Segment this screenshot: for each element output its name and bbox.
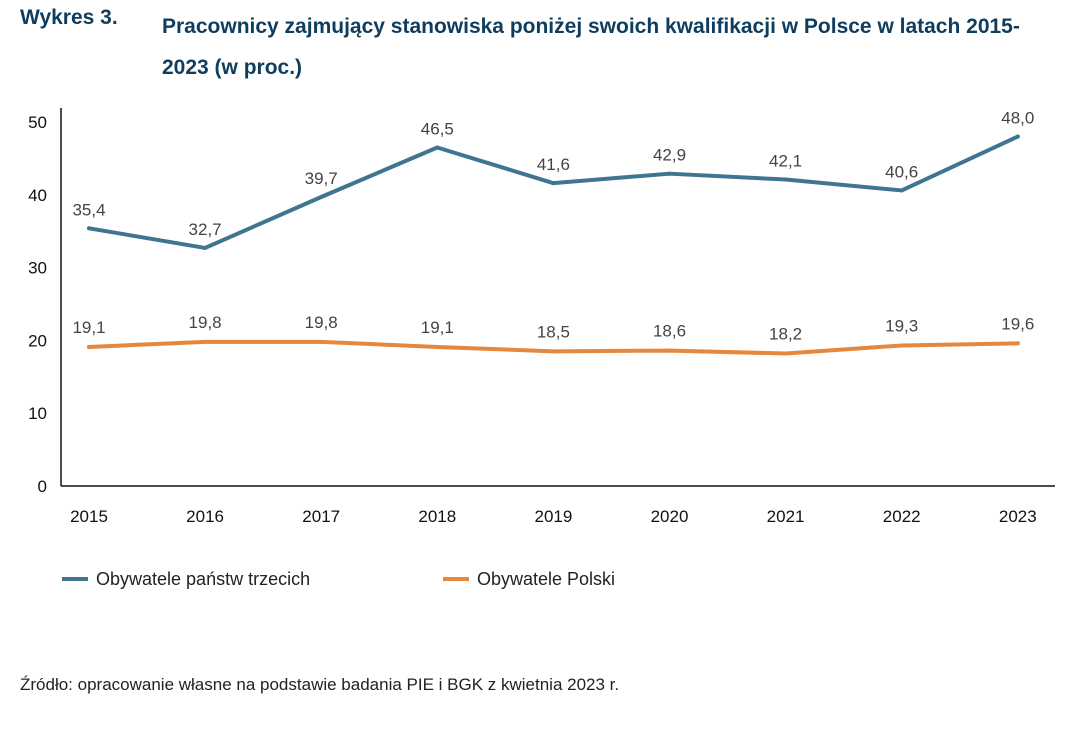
x-tick-label: 2020	[651, 507, 689, 526]
axes: 0 10 20 30 40 50 2015 2016 2017 2018 2019 2020 2021 2…	[28, 108, 1055, 526]
data-point	[319, 194, 324, 199]
data-point	[87, 226, 91, 231]
data-point	[551, 181, 556, 186]
x-tick-label: 2018	[418, 507, 456, 526]
data-label: 40,6	[885, 162, 918, 181]
legend-label: Obywatele państw trzecich	[96, 569, 310, 589]
series-group: 35,4 32,7 39,7 46,5 41,6 42,9 42,1 40,6 48,0 19,1…	[72, 109, 1034, 356]
data-label: 19,1	[72, 318, 105, 337]
data-point	[667, 348, 672, 353]
data-label: 19,8	[189, 313, 222, 332]
y-tick-label: 50	[28, 113, 47, 132]
data-point	[435, 344, 440, 349]
data-label: 18,5	[537, 322, 570, 341]
data-label: 18,2	[769, 325, 802, 344]
legend-label: Obywatele Polski	[477, 569, 615, 589]
data-label: 19,6	[1001, 314, 1034, 333]
x-tick-label: 2015	[70, 507, 108, 526]
x-tick-label: 2023	[999, 507, 1037, 526]
data-point	[1015, 341, 1020, 346]
data-label: 41,6	[537, 155, 570, 174]
y-tick-label: 20	[28, 331, 47, 350]
data-label: 46,5	[421, 119, 454, 138]
y-tick-label: 40	[28, 186, 47, 205]
data-point	[1015, 134, 1020, 139]
data-label: 35,4	[72, 200, 105, 219]
data-point	[551, 349, 556, 354]
data-point	[783, 177, 788, 182]
data-label: 19,8	[305, 313, 338, 332]
source-note: Źródło: opracowanie własne na podstawie …	[20, 675, 620, 694]
line-chart: 0 10 20 30 40 50 2015 2016 2017 2018 2019 2020 2021 2…	[28, 108, 1055, 589]
x-tick-label: 2022	[883, 507, 921, 526]
figure-number: Wykres 3.	[20, 6, 118, 29]
data-label: 19,1	[421, 318, 454, 337]
data-point	[203, 245, 208, 250]
data-label: 48,0	[1001, 109, 1034, 128]
data-point	[203, 339, 208, 344]
x-tick-label: 2021	[767, 507, 805, 526]
data-point	[899, 343, 904, 348]
data-point	[87, 344, 91, 349]
y-tick-label: 0	[38, 477, 47, 496]
series-line-third-country	[87, 134, 1020, 250]
legend: Obywatele państw trzecich Obywatele Polsk…	[62, 569, 615, 589]
y-tick-label: 30	[28, 259, 47, 278]
data-point	[667, 171, 672, 176]
data-label: 42,1	[769, 152, 802, 171]
x-tick-label: 2019	[534, 507, 572, 526]
x-tick-label: 2017	[302, 507, 340, 526]
data-point	[783, 351, 788, 356]
data-label: 32,7	[189, 220, 222, 239]
data-point	[319, 339, 324, 344]
data-point	[435, 145, 440, 150]
x-tick-label: 2016	[186, 507, 224, 526]
y-tick-label: 10	[28, 404, 47, 423]
data-label: 18,6	[653, 322, 686, 341]
data-label: 42,9	[653, 146, 686, 165]
data-label: 19,3	[885, 316, 918, 335]
chart-title: Pracownicy zajmujący stanowiska poniżej …	[162, 15, 1020, 79]
data-label: 39,7	[305, 169, 338, 188]
data-point	[899, 188, 904, 193]
